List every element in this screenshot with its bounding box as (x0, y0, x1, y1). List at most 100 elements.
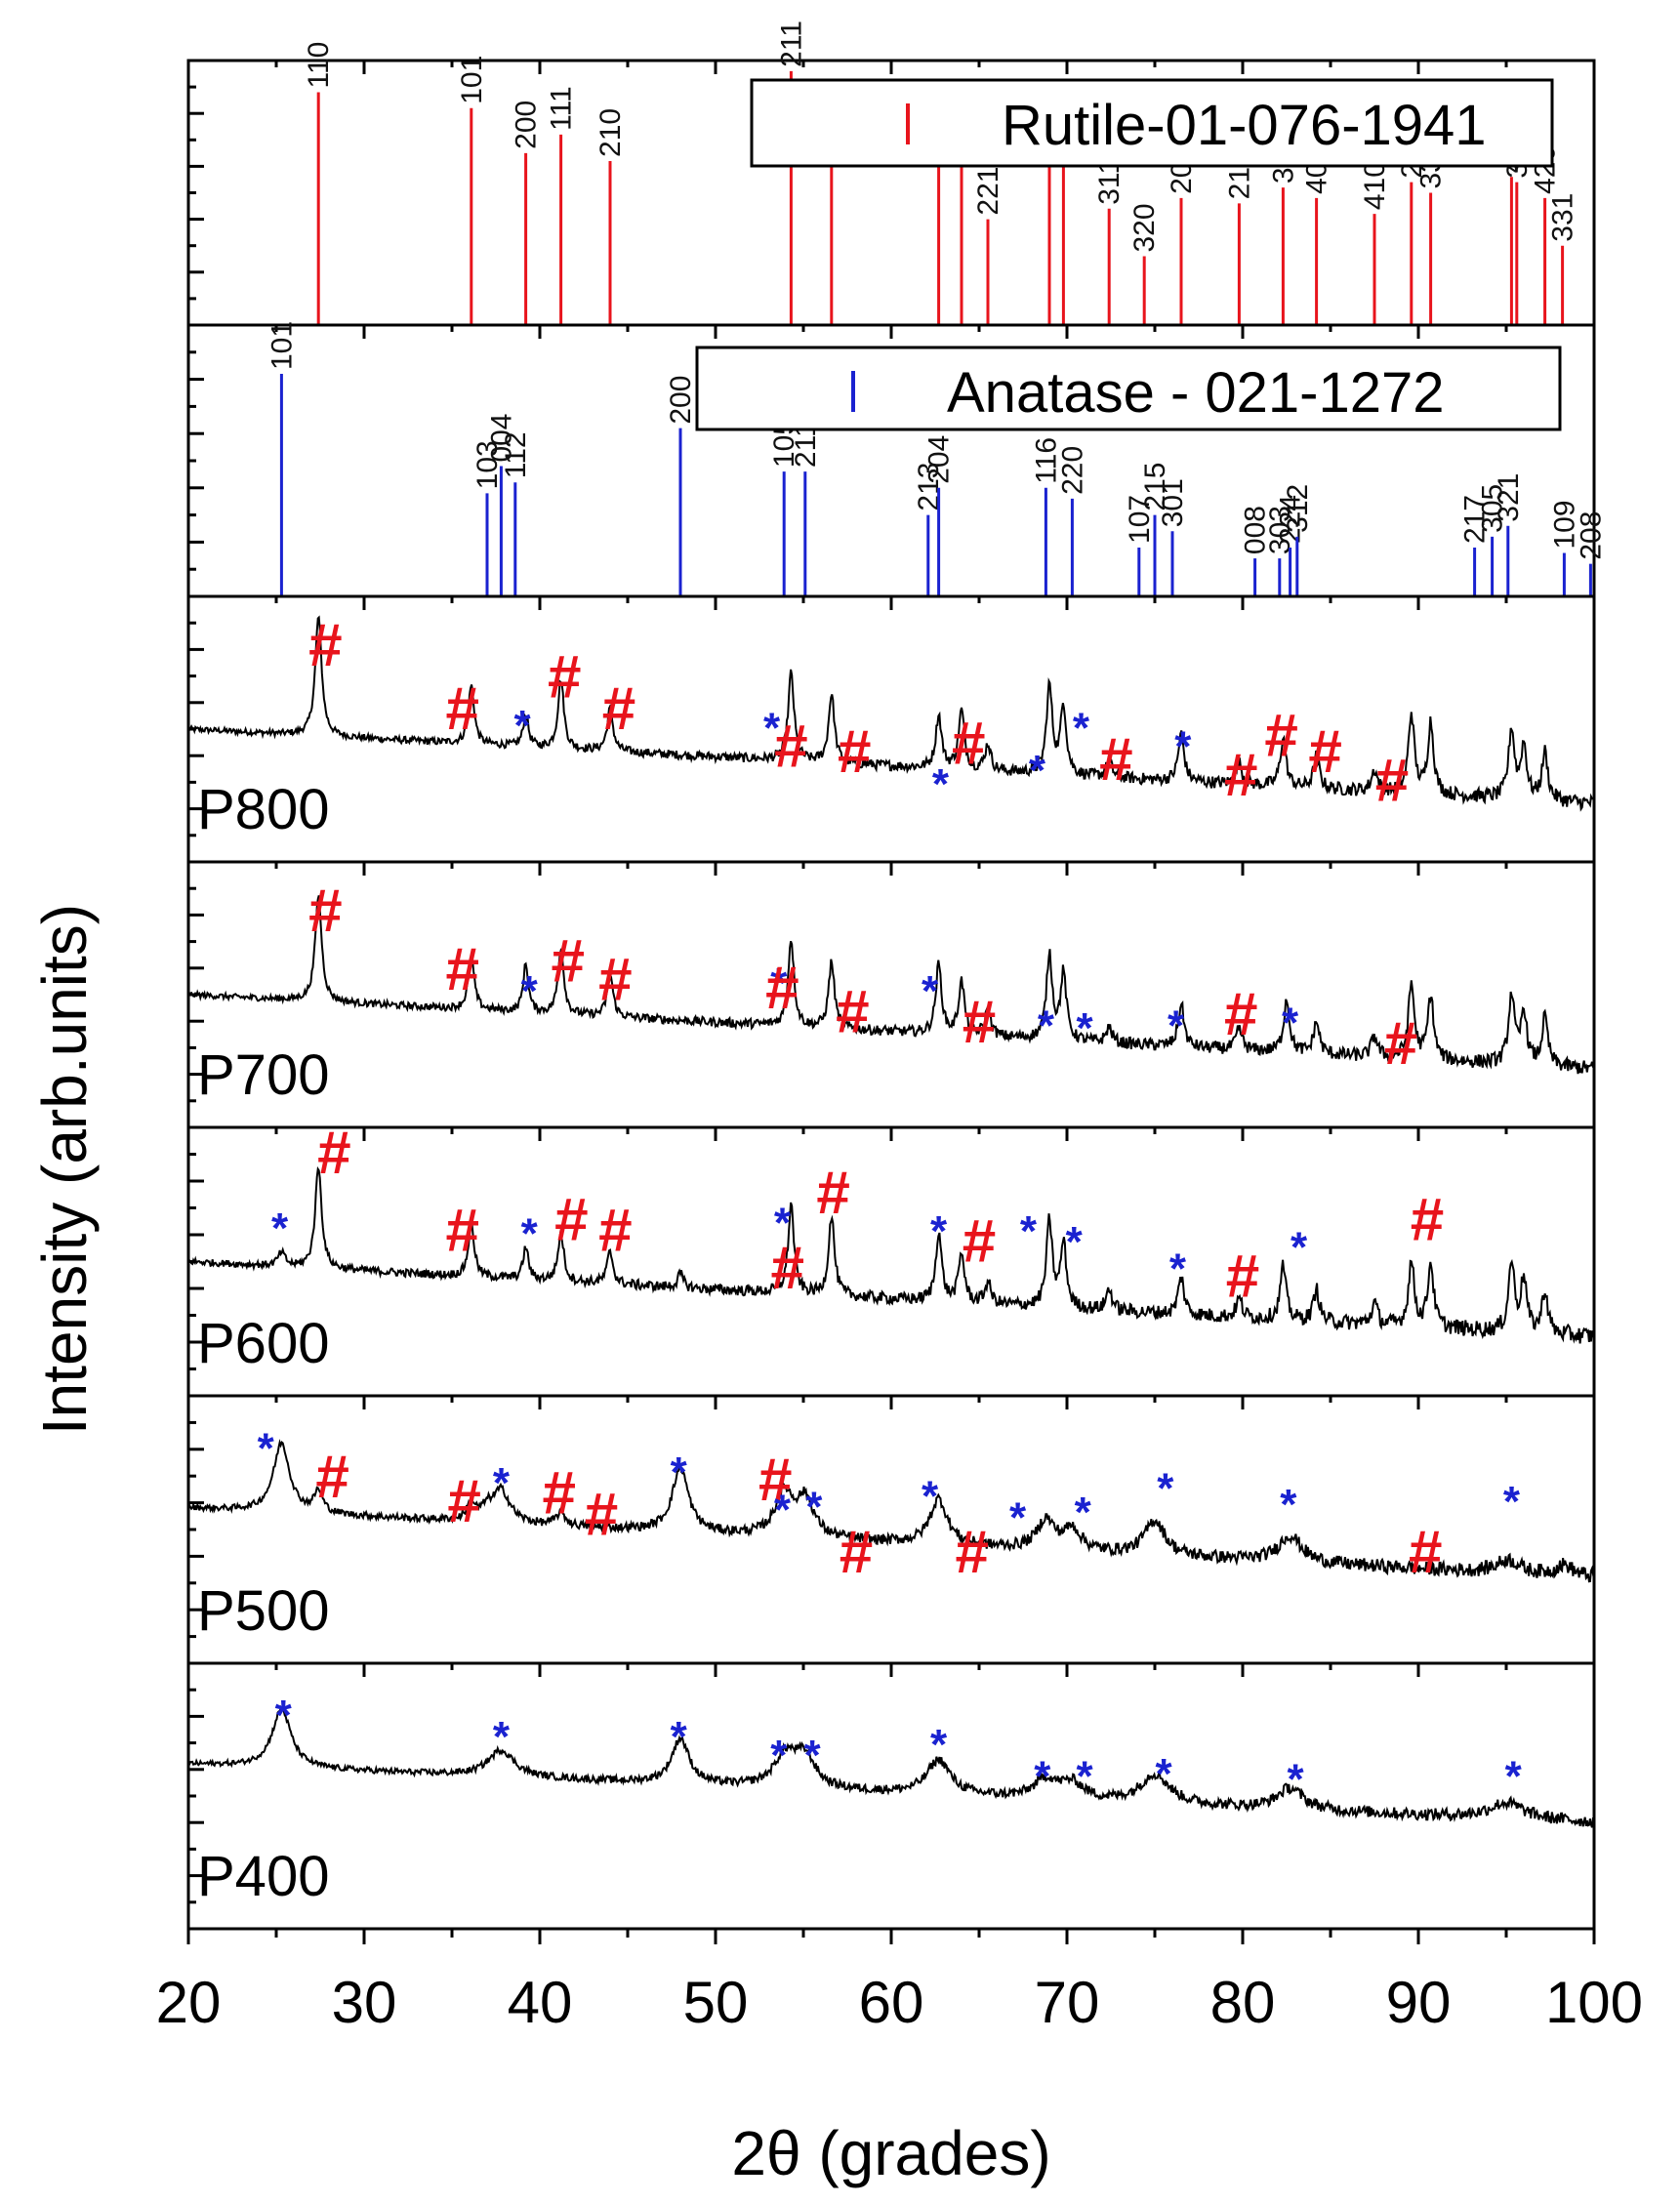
x-tick-label: 50 (683, 1970, 749, 2035)
anatase-mark: * (774, 1486, 792, 1533)
x-axis: 20 30 40 50 60 70 80 90 100 (156, 1929, 1643, 2035)
rutile-mark: # (548, 644, 581, 712)
anatase-mark: * (1280, 1481, 1297, 1529)
rutile-mark: # (446, 1198, 479, 1265)
rutile-mark: # (317, 1120, 350, 1187)
rutile-mark: # (1411, 1187, 1444, 1254)
pattern-line (187, 1165, 1595, 1344)
rutile-mark: # (308, 878, 342, 945)
pattern-line (187, 1704, 1595, 1828)
anatase-mark: * (493, 1459, 511, 1507)
hkl-label: 204 (923, 435, 956, 484)
anatase-mark: * (521, 967, 539, 1015)
anatase-mark: * (1066, 1218, 1084, 1266)
rutile-mark: # (446, 936, 479, 1003)
rutile-mark: # (838, 718, 871, 786)
hkl-label: 320 (1128, 203, 1161, 252)
hkl-label: 200 (665, 376, 697, 425)
sample-label: P800 (197, 778, 329, 841)
anatase-mark: * (922, 967, 939, 1015)
x-tick-label: 70 (1035, 1970, 1100, 2035)
hkl-label: 211 (775, 20, 807, 67)
rutile-mark: # (771, 1235, 804, 1302)
panel-frame (186, 1661, 1596, 1931)
x-axis-label: 2θ (grades) (731, 2118, 1050, 2188)
x-tick-label: 40 (508, 1970, 573, 2035)
legend-box (695, 346, 1562, 431)
hkl-label: 220 (1056, 446, 1088, 495)
rutile-mark: # (758, 1447, 792, 1514)
hkl-label: 116 (1030, 437, 1062, 484)
anatase-mark: * (1287, 1755, 1304, 1803)
hkl-label: 321 (1493, 473, 1525, 522)
legend: Anatase - 021-1272 (695, 346, 1562, 431)
rutile-mark: # (1308, 718, 1341, 786)
anatase-mark: * (763, 705, 781, 753)
anatase-mark: * (1503, 1478, 1521, 1526)
x-tick-label: 20 (156, 1970, 222, 2035)
rutile-mark: # (840, 1519, 873, 1586)
rutile-mark: # (1264, 702, 1297, 769)
anatase-mark: * (805, 1484, 823, 1531)
anatase-mark: * (922, 1473, 939, 1521)
anatase-mark: * (521, 1210, 539, 1258)
anatase-mark: * (770, 959, 788, 1007)
anatase-mark: * (493, 1713, 511, 1761)
hkl-label: 107 (1124, 495, 1156, 544)
pattern-panel-p800: ## *# # *# # *# ** # * ## # #P800 (186, 594, 1596, 864)
sample-label: P400 (197, 1845, 329, 1908)
rutile-mark: # (774, 713, 807, 780)
rutile-mark: # (1099, 726, 1132, 794)
anatase-mark: * (1169, 1245, 1187, 1292)
hkl-label: 109 (1548, 500, 1580, 549)
panel-frame (186, 860, 1596, 1129)
pattern-panel-p700: ## * # # *# # * # * * * # * #P700 (186, 860, 1596, 1129)
anatase-mark: * (1282, 1000, 1299, 1047)
anatase-mark: * (1009, 1494, 1027, 1542)
anatase-mark: * (1038, 1001, 1055, 1049)
hkl-label: 301 (1157, 478, 1189, 527)
anatase-mark: * (1168, 1001, 1185, 1049)
anatase-mark: * (1291, 1223, 1308, 1271)
anatase-mark: * (1020, 1207, 1038, 1255)
rutile-mark: # (765, 955, 799, 1022)
hkl-label: 303 (1264, 506, 1296, 554)
rutile-mark: # (963, 989, 996, 1056)
rutile-mark: # (816, 1160, 849, 1227)
hkl-label: 004 (485, 413, 517, 462)
anatase-mark: * (1155, 1750, 1172, 1798)
anatase-mark: * (275, 1692, 293, 1739)
hkl-label: 208 (1575, 511, 1607, 560)
panel-frame (186, 1394, 1596, 1665)
rutile-mark: # (1226, 1243, 1259, 1310)
rutile-mark: # (836, 978, 869, 1045)
pattern-line (187, 895, 1595, 1075)
anatase-mark: * (770, 1732, 788, 1779)
legend-label: Rutile-01-076-1941 (1002, 94, 1487, 157)
rutile-mark: # (315, 1444, 348, 1511)
anatase-mark: * (671, 1449, 688, 1496)
x-tick-label: 30 (332, 1970, 397, 2035)
legend: Rutile-01-076-1941 (750, 78, 1554, 168)
hkl-label: 305 (1477, 484, 1509, 533)
anatase-mark: * (930, 1207, 948, 1255)
reference-panel-rutile: 1101012001112102112200023102213011123113… (186, 20, 1596, 327)
panels: 1101012001112102112200023102213011123113… (186, 20, 1607, 1931)
pattern-panel-p500: * # # * # #* #* *#*#* ** *#*P500 (186, 1394, 1596, 1665)
anatase-mark: * (258, 1424, 275, 1472)
rutile-mark: # (585, 1482, 618, 1549)
rutile-mark: # (1384, 1010, 1417, 1078)
rutile-mark: # (956, 1519, 989, 1586)
rutile-mark: # (602, 675, 635, 743)
hkl-label: 101 (266, 321, 298, 370)
hkl-label: 112 (500, 431, 532, 478)
hkl-label: 224 (1275, 495, 1307, 544)
rutile-mark: # (447, 1468, 480, 1535)
x-tick-label: 100 (1545, 1970, 1643, 2035)
anatase-mark: * (513, 702, 531, 750)
x-tick-label: 80 (1210, 1970, 1276, 2035)
anatase-mark: * (1076, 1004, 1093, 1052)
anatase-mark: * (1157, 1464, 1174, 1512)
panel-frame (186, 594, 1596, 864)
